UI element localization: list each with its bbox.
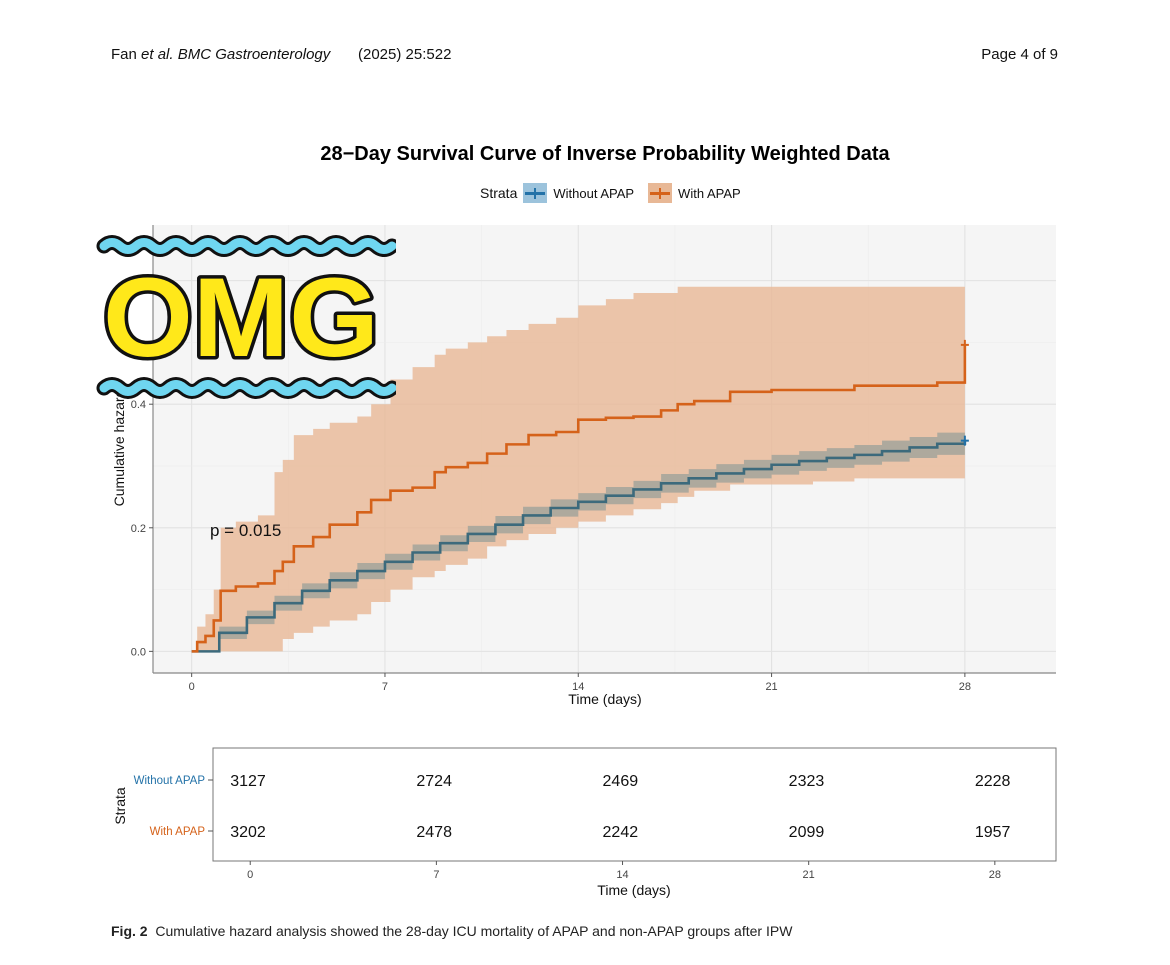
risk-x-tick-label: 7 — [433, 869, 439, 881]
wave-bottom-fill-shape — [99, 380, 396, 396]
risk-table-x-label: Time (days) — [597, 882, 670, 898]
legend-tick-with-apap — [659, 188, 662, 199]
y-tick-label: 0.0 — [131, 646, 146, 658]
risk-table-cell: 2242 — [603, 824, 639, 841]
risk-table-cell: 2724 — [416, 773, 452, 790]
x-tick-label: 14 — [572, 681, 584, 693]
risk-x-tick-label: 28 — [989, 869, 1001, 881]
risk-table-cell: 3127 — [230, 773, 266, 790]
risk-table-row-label: Without APAP — [134, 775, 206, 787]
risk-table-cell: 3202 — [230, 824, 266, 841]
y-tick-label: 0.4 — [131, 399, 146, 411]
risk-table-cell: 2478 — [416, 824, 452, 841]
journal-name-italic: et al. BMC Gastroenterology — [141, 46, 331, 63]
chart-title: 28−Day Survival Curve of Inverse Probabi… — [320, 143, 890, 165]
caption-text: Cumulative hazard analysis showed the 28… — [155, 923, 793, 939]
risk-table-cells: 3127 2724 2469 2323 2228 3202 2478 2242 2099 1957 — [230, 773, 1010, 841]
journal-citation: Fan et al. BMC Gastroenterology — [111, 46, 331, 63]
curve-with-apap — [191, 344, 967, 653]
risk-table-cell: 1957 — [975, 824, 1011, 841]
legend-tick-without-apap — [534, 188, 537, 199]
hazard-curves — [191, 339, 969, 653]
y-tick-label: 0.2 — [131, 523, 146, 535]
risk-table-cell: 2228 — [975, 773, 1011, 790]
risk-table-y-label: Strata — [112, 787, 128, 825]
risk-table-axes: Without APAP With APAP 0 7 14 21 28 — [134, 775, 1001, 881]
risk-x-tick-label: 14 — [616, 869, 628, 881]
band-with-apap — [191, 237, 965, 652]
x-axis-label: Time (days) — [568, 691, 641, 707]
caption-label: Fig. 2 — [111, 923, 148, 939]
risk-table-panel — [212, 747, 1057, 862]
legend-label-with-apap: With APAP — [678, 185, 741, 201]
curve-without-apap — [191, 440, 967, 653]
figure-caption: Fig. 2 Cumulative hazard analysis showed… — [111, 923, 792, 939]
plot-axes: 0 7 14 21 28 0.0 0.2 0.4 — [131, 225, 1056, 693]
legend-key-with-apap — [648, 183, 673, 203]
x-tick-label: 21 — [765, 681, 777, 693]
page-number: Page 4 of 9 — [981, 46, 1058, 63]
p-value-label: p = 0.015 — [210, 521, 281, 540]
legend-label-without-apap: Without APAP — [553, 185, 635, 201]
risk-x-tick-label: 0 — [247, 869, 253, 881]
journal-year-volume: (2025) 25:522 — [358, 46, 452, 63]
risk-table-cell: 2469 — [603, 773, 639, 790]
x-tick-label: 28 — [959, 681, 971, 693]
sticker-text: OMG — [103, 255, 379, 380]
y-axis-label: Cumulative hazard — [111, 390, 127, 507]
legend-key-without-apap — [523, 183, 548, 203]
omg-sticker: OMG — [96, 235, 396, 399]
risk-x-tick-label: 21 — [803, 869, 815, 881]
risk-table: 3127 2724 2469 2323 2228 3202 2478 2242 2099 1957… — [112, 747, 1057, 898]
chart-legend: Strata Without APAP With APAP — [480, 182, 755, 204]
x-tick-label: 0 — [189, 681, 195, 693]
legend-title: Strata — [480, 185, 518, 201]
risk-table-cell: 2323 — [789, 773, 825, 790]
risk-table-row-label: With APAP — [150, 826, 206, 838]
wave-top-fill-shape — [99, 238, 396, 254]
risk-table-cell: 2099 — [789, 824, 825, 841]
x-tick-label: 7 — [382, 681, 388, 693]
